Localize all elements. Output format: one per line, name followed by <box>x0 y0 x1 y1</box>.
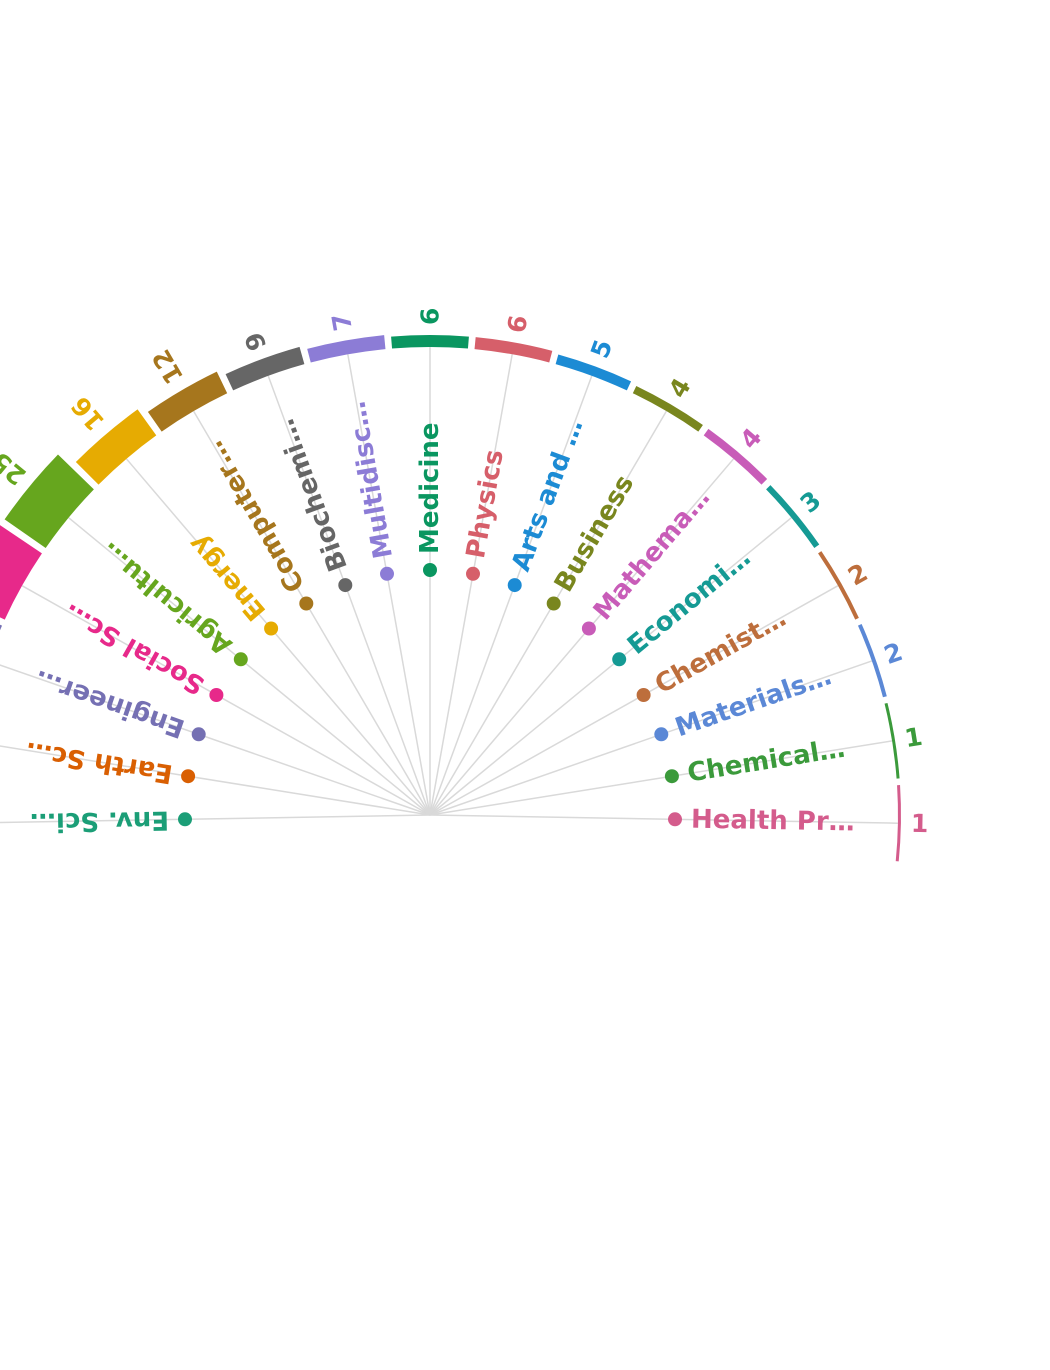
bar-computer <box>147 371 228 432</box>
dot-materials <box>654 727 669 742</box>
bar-medicine <box>391 335 469 349</box>
value-label-chemical: 1 <box>903 722 925 753</box>
dot-energy <box>264 621 279 636</box>
bar-energy <box>75 409 157 485</box>
bar-physics <box>474 337 553 363</box>
dot-agricultu <box>233 652 248 667</box>
value-label-medicine: 6 <box>416 308 445 325</box>
value-label-biochemi: 9 <box>239 328 272 354</box>
category-label-env-sci: Env. Sci… <box>30 805 170 837</box>
value-label-agricultu: 25 <box>0 446 32 491</box>
bar-chemical <box>884 702 900 779</box>
bar-mathema <box>703 428 768 485</box>
spoke-line <box>429 375 593 816</box>
dot-env-sci <box>178 812 192 827</box>
value-label-computer: 12 <box>146 344 189 389</box>
spoke-line <box>0 745 431 816</box>
dot-health-pr <box>668 812 682 827</box>
dot-economi <box>612 652 627 667</box>
value-label-business: 4 <box>663 373 697 403</box>
label-dots <box>178 563 682 827</box>
spoke-line <box>429 517 792 816</box>
spoke-line <box>429 660 873 816</box>
spoke-line <box>429 354 513 816</box>
dot-chemical <box>664 769 679 784</box>
bar-business <box>632 386 703 432</box>
value-label-health-pr: 1 <box>911 809 929 838</box>
category-label-medicine: Medicine <box>415 423 445 555</box>
bars <box>0 335 902 862</box>
dot-chemist <box>636 688 651 702</box>
dot-physics <box>466 566 480 581</box>
spoke-line <box>267 375 431 816</box>
spoke-line <box>429 740 893 816</box>
value-label-energy: 16 <box>66 391 111 436</box>
value-label-mathema: 4 <box>734 422 767 454</box>
spoke-lines <box>0 347 898 824</box>
bar-health-pr <box>895 785 902 862</box>
dot-engineer <box>191 727 206 742</box>
dot-social-sc <box>209 688 224 702</box>
dot-arts-and <box>507 578 522 593</box>
bar-multidisc <box>307 335 386 363</box>
category-labels: Env. Sci…Earth Sc…Engineer…Social Sc…Agr… <box>24 399 855 838</box>
value-label-arts-and: 5 <box>585 336 618 362</box>
spoke-line <box>429 585 839 816</box>
spoke-line <box>0 664 431 816</box>
bar-social-sc <box>0 525 42 620</box>
spoke-line <box>68 517 431 816</box>
dot-earth-sc <box>181 769 196 784</box>
spoke-line <box>429 814 898 824</box>
spoke-line <box>347 354 431 816</box>
category-label-chemical: Chemical… <box>685 734 847 789</box>
dot-medicine <box>423 563 437 577</box>
value-label-chemist: 2 <box>843 558 872 592</box>
dot-biochemi <box>338 578 353 593</box>
dot-computer <box>299 596 314 611</box>
spoke-line <box>125 458 431 816</box>
spoke-line <box>192 410 431 816</box>
bar-materials <box>857 623 887 698</box>
dot-multidisc <box>380 566 394 581</box>
spoke-line <box>21 585 431 816</box>
value-label-physics: 6 <box>502 313 534 335</box>
bar-arts-and <box>555 354 632 391</box>
value-label-multidisc: 7 <box>326 311 358 333</box>
value-label-economi: 3 <box>795 485 827 518</box>
bar-engineer <box>0 624 3 631</box>
spoke-line <box>429 410 668 816</box>
spoke-line <box>0 814 431 824</box>
category-label-physics: Physics <box>461 447 510 560</box>
bar-biochemi <box>225 346 305 391</box>
category-label-health-pr: Health Pr… <box>691 805 855 838</box>
dot-mathema <box>581 621 596 636</box>
value-label-materials: 2 <box>880 637 906 670</box>
category-label-multidisc: Multidisc… <box>342 399 399 561</box>
category-label-earth-sc: Earth Sc… <box>24 735 175 788</box>
bar-economi <box>766 485 820 548</box>
bar-agricultu <box>4 454 94 548</box>
spoke-line <box>429 458 735 816</box>
bar-chemist <box>818 551 859 620</box>
dot-business <box>546 596 561 611</box>
